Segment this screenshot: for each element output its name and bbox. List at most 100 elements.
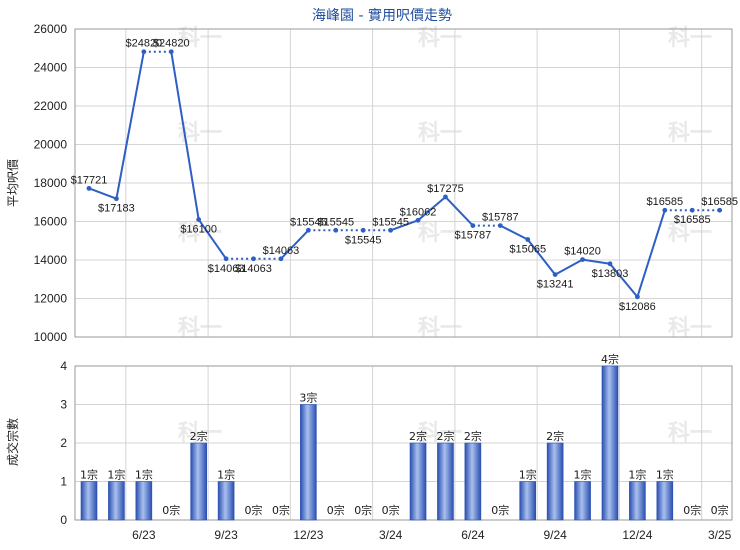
count-bar-label: 0宗: [245, 503, 263, 517]
price-data-label: $13803: [592, 268, 629, 280]
price-data-label: $12086: [619, 301, 656, 313]
price-point: [580, 257, 585, 263]
watermark-text: 科一: [668, 121, 712, 146]
price-data-label: $15545: [345, 234, 382, 246]
count-bar-label: 2宗: [464, 429, 482, 443]
count-bar-label: 0宗: [162, 503, 180, 517]
price-data-label: $15787: [455, 230, 492, 242]
count-bar: [656, 481, 674, 521]
price-line-segment: [554, 258, 584, 276]
count-bar-label: 2宗: [190, 429, 208, 443]
price-data-label: $24820: [125, 38, 162, 50]
price-point: [635, 294, 640, 300]
count-bar-label: 3宗: [299, 391, 317, 405]
price-data-label: $17183: [98, 203, 135, 215]
count-bar-label: 0宗: [683, 503, 701, 517]
watermark-text: 科一: [668, 221, 712, 246]
count-bar-label: 1宗: [574, 468, 592, 482]
count-bar: [217, 481, 235, 521]
count-bar-label: 0宗: [354, 503, 372, 517]
price-data-label: $16100: [180, 224, 217, 236]
count-bar-label: 0宗: [327, 503, 345, 517]
x-tick-label: 9/23: [214, 528, 238, 542]
count-bar-label: 0宗: [272, 503, 290, 517]
count-bar: [409, 442, 427, 521]
price-point: [223, 256, 229, 262]
watermark-text: 科一: [668, 421, 712, 446]
count-bar: [629, 481, 646, 521]
price-line-series: $17721$17183$24820$24820$16100$14063$140…: [71, 38, 738, 313]
price-data-label: $15787: [482, 212, 519, 224]
count-bar-label: 0宗: [491, 503, 509, 517]
price-line-segment: [636, 209, 666, 298]
count-bar-series: 1宗 1宗 1宗 0宗 2宗 1宗 0宗 0宗 3宗 0宗 0宗 0宗 2宗 2宗 2宗 0宗 1宗 2宗 1宗 4宗…: [80, 352, 729, 521]
price-point: [525, 237, 531, 242]
price-data-label: $24820: [153, 38, 190, 50]
price-point: [662, 207, 668, 213]
price-ytick-label: 10000: [34, 330, 68, 344]
price-data-label: $16585: [701, 196, 738, 208]
price-data-label: $13241: [537, 279, 574, 291]
count-bar-label: 4宗: [601, 352, 619, 366]
count-bar-label: 0宗: [711, 503, 729, 517]
price-point: [717, 207, 723, 213]
count-bar: [108, 481, 125, 521]
x-tick-label: 6/23: [132, 528, 156, 542]
price-axis-label: 平均呎價: [6, 159, 20, 207]
axis-ticks: 10000 12000 14000 16000 18000 20000 22000 24000…: [34, 22, 732, 542]
count-axis-label: 成交宗數: [5, 418, 20, 466]
price-point: [196, 217, 202, 222]
price-point: [360, 227, 366, 233]
count-bar-label: 1宗: [80, 468, 98, 482]
price-ytick-label: 26000: [34, 22, 68, 36]
price-point: [552, 272, 558, 278]
price-ytick-label: 18000: [34, 176, 68, 190]
x-tick-label: 6/24: [461, 528, 485, 542]
chart-title: 海峰園 - 實用呎價走勢: [312, 7, 452, 24]
price-data-label: $14063: [235, 263, 272, 275]
price-data-label: $16585: [646, 196, 683, 208]
price-data-label: $16585: [674, 214, 711, 226]
count-bar-label: 1宗: [107, 468, 125, 482]
price-point: [114, 196, 119, 202]
count-bar: [190, 442, 207, 521]
count-ytick-label: 1: [60, 475, 67, 489]
price-line-segment: [197, 219, 227, 260]
price-plot-frame: [74, 28, 733, 338]
price-line-segment: [390, 219, 419, 232]
price-point: [388, 227, 394, 233]
count-bar: [574, 481, 591, 521]
count-ytick-label: 3: [60, 398, 67, 412]
price-line-segment: [582, 258, 611, 265]
price-ytick-label: 16000: [34, 215, 68, 229]
count-bar: [601, 365, 619, 521]
price-line-segment: [88, 187, 117, 200]
count-bar-label: 1宗: [628, 468, 646, 482]
x-tick-label: 3/24: [379, 528, 403, 542]
count-bar: [80, 481, 98, 521]
price-point: [168, 49, 174, 55]
count-bar-label: 2宗: [546, 429, 564, 443]
count-ytick-label: 2: [60, 436, 67, 450]
price-point: [305, 227, 311, 233]
price-data-label: $15545: [317, 216, 354, 228]
price-ytick-label: 14000: [34, 253, 68, 267]
count-bar-label: 2宗: [409, 429, 427, 443]
watermark-text: 科一: [418, 26, 462, 51]
grid-layer: [75, 28, 732, 521]
price-point: [333, 227, 339, 233]
price-data-label: $17721: [71, 174, 108, 186]
watermark-text: 科一: [668, 26, 712, 51]
price-point: [443, 194, 448, 200]
price-data-label: $16062: [400, 206, 437, 218]
count-bar: [437, 442, 454, 521]
price-data-label: $15545: [372, 216, 409, 228]
price-line-segment: [499, 224, 529, 241]
price-data-label: $15545: [290, 216, 327, 228]
price-point: [689, 207, 695, 213]
count-bar: [135, 481, 153, 521]
price-data-label: $17275: [427, 183, 464, 195]
price-point: [497, 223, 503, 229]
